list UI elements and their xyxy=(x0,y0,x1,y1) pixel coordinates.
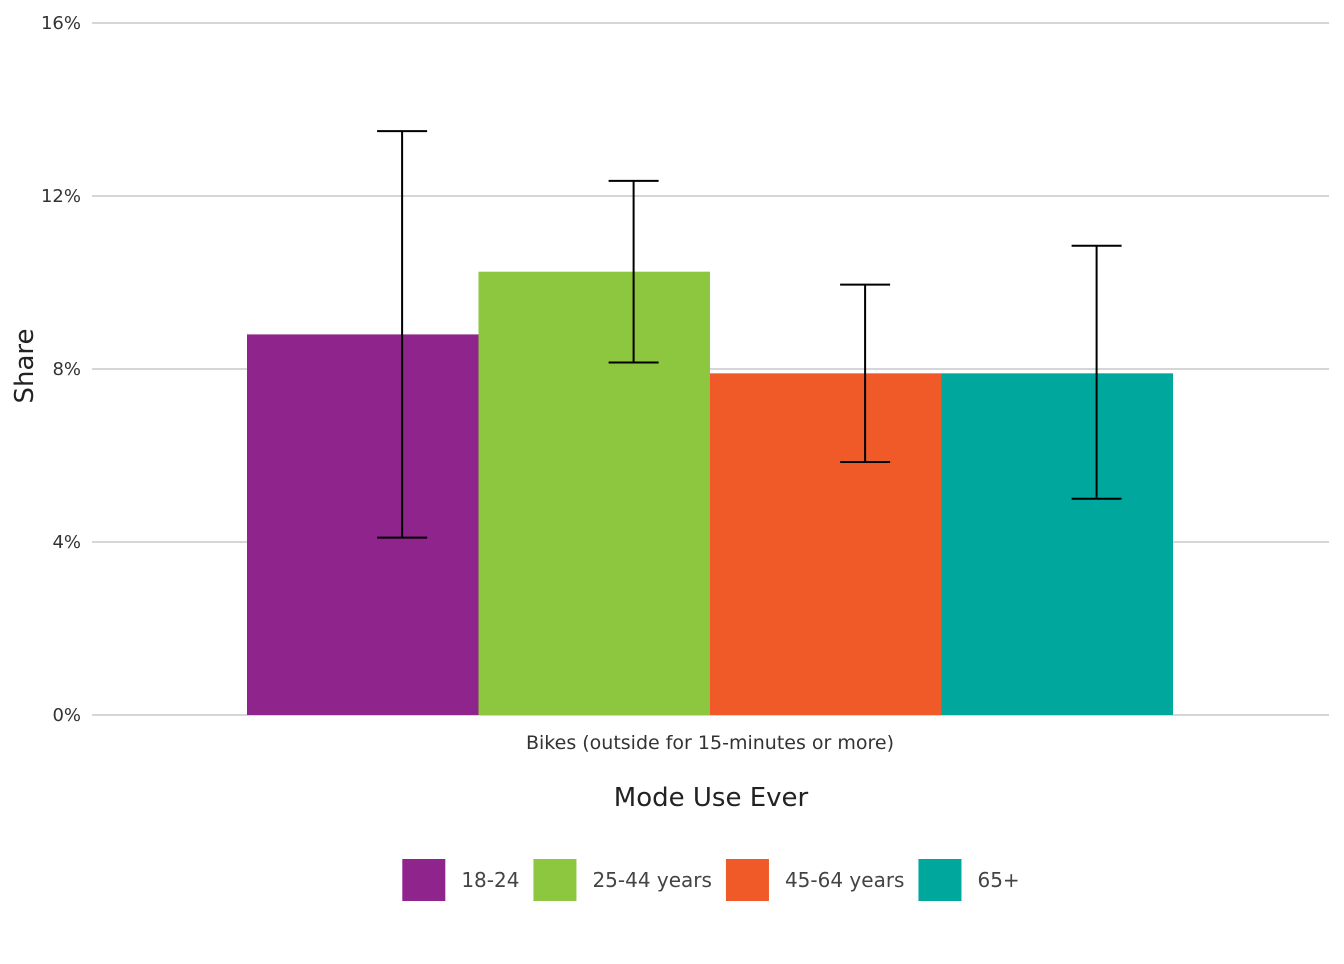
error-bar xyxy=(377,130,428,539)
legend-swatch xyxy=(402,859,446,901)
bar-65- xyxy=(941,373,1173,715)
bars xyxy=(247,271,1173,715)
y-tick-label: 0% xyxy=(52,705,81,726)
x-axis-title: Mode Use Ever xyxy=(614,783,809,813)
y-axis-ticks: 0% 4% 8% 12% 16% xyxy=(41,13,81,726)
y-tick-label: 4% xyxy=(52,532,81,553)
bar-25-44-years xyxy=(478,271,710,715)
legend-item: 18-24 xyxy=(402,859,519,901)
y-tick-label: 16% xyxy=(41,13,81,34)
error-bar xyxy=(608,179,659,364)
legend-swatch xyxy=(533,859,577,901)
y-tick-label: 12% xyxy=(41,186,81,207)
y-axis-title: Share xyxy=(10,328,40,403)
x-tick-label: Bikes (outside for 15-minutes or more) xyxy=(526,732,894,754)
error-bar xyxy=(840,283,891,463)
bar-45-64-years xyxy=(710,373,942,715)
x-axis-ticks: Bikes (outside for 15-minutes or more) xyxy=(526,732,894,754)
legend-item: 25-44 years xyxy=(533,859,712,901)
legend-swatch xyxy=(725,859,769,901)
y-tick-label: 8% xyxy=(52,359,81,380)
legend-swatch xyxy=(918,859,962,901)
legend-label: 25-44 years xyxy=(592,868,712,892)
legend-item: 65+ xyxy=(918,859,1020,901)
legend-label: 45-64 years xyxy=(785,868,905,892)
bar-18-24 xyxy=(247,334,479,715)
legend-label: 18-24 xyxy=(461,868,519,892)
legend-item: 45-64 years xyxy=(725,859,905,901)
error-bars xyxy=(377,130,1122,539)
legend: 18-24 25-44 years 45-64 years 65+ xyxy=(402,859,1020,901)
error-bar xyxy=(1071,244,1122,500)
legend-label: 65+ xyxy=(977,868,1019,892)
